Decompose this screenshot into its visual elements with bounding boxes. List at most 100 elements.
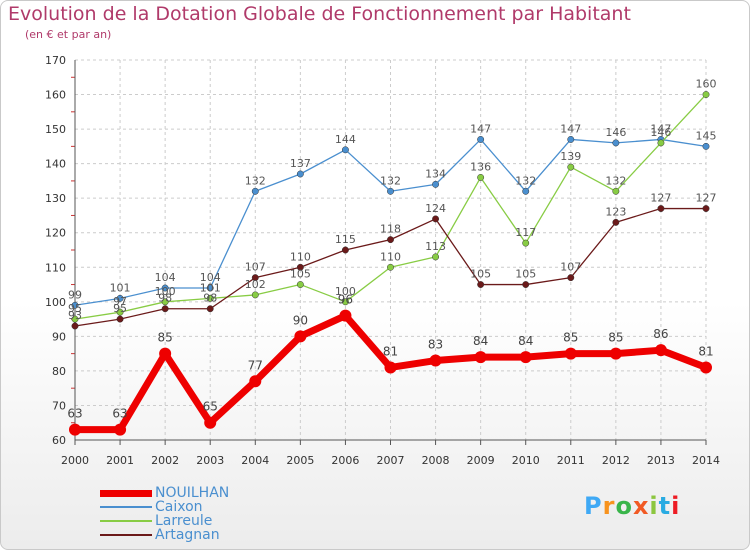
data-point <box>700 361 712 374</box>
x-tick-label: 2010 <box>512 454 540 467</box>
data-label: 113 <box>425 240 446 253</box>
legend-label: NOUILHAN <box>155 485 230 501</box>
data-label: 132 <box>245 174 266 187</box>
data-point <box>251 274 259 282</box>
data-point <box>609 347 622 360</box>
data-point <box>522 239 530 247</box>
legend-swatch <box>100 534 152 536</box>
data-point <box>161 298 169 306</box>
data-point <box>341 246 349 254</box>
data-label: 90 <box>293 313 308 327</box>
data-point <box>432 180 440 188</box>
legend-label: Artagnan <box>155 527 220 543</box>
y-tick-label: 90 <box>52 330 66 343</box>
data-point <box>341 146 349 154</box>
data-point <box>522 187 530 195</box>
data-point <box>161 284 169 292</box>
y-tick-label: 170 <box>45 54 66 67</box>
logo-letter: r <box>602 492 616 520</box>
data-point <box>114 423 127 436</box>
data-label: 110 <box>290 250 311 263</box>
data-point <box>159 347 172 360</box>
data-point <box>249 375 262 388</box>
data-point <box>474 351 487 364</box>
data-label: 146 <box>650 126 671 139</box>
data-point <box>612 139 620 147</box>
y-tick-label: 140 <box>45 158 66 171</box>
data-point <box>387 263 394 271</box>
data-label: 115 <box>335 233 356 246</box>
data-point <box>384 361 397 374</box>
data-label: 77 <box>248 358 263 372</box>
data-point <box>702 91 710 98</box>
legend-label: Larreule <box>155 513 213 529</box>
data-point <box>71 315 79 323</box>
data-label: 98 <box>158 292 172 305</box>
data-point <box>654 344 667 357</box>
data-label: 104 <box>200 271 221 284</box>
data-point <box>296 281 304 288</box>
chart-title: Evolution de la Dotation Globale de Fonc… <box>8 3 631 25</box>
logo-letter: i <box>649 492 659 520</box>
data-point <box>519 351 532 364</box>
data-label: 117 <box>515 226 536 239</box>
data-label: 97 <box>113 295 127 308</box>
y-tick-label: 70 <box>52 399 66 412</box>
x-tick-label: 2002 <box>151 454 179 467</box>
data-label: 83 <box>428 338 443 352</box>
x-tick-label: 2014 <box>692 454 720 467</box>
data-point <box>702 205 710 212</box>
proxiti-logo: Proxiti <box>584 492 680 520</box>
data-label: 136 <box>470 160 491 173</box>
data-label: 85 <box>608 331 623 345</box>
x-tick-label: 2004 <box>241 454 269 467</box>
x-tick-label: 2008 <box>422 454 450 467</box>
data-label: 104 <box>155 271 176 284</box>
data-point <box>477 281 485 288</box>
legend-label: Caixon <box>155 499 203 515</box>
data-label: 95 <box>68 302 82 315</box>
data-point <box>206 294 214 302</box>
data-label: 110 <box>380 250 401 263</box>
data-point <box>339 309 352 322</box>
x-tick-label: 2007 <box>377 454 405 467</box>
data-label: 127 <box>650 192 671 205</box>
data-label: 132 <box>515 174 536 187</box>
data-label: 107 <box>245 261 266 274</box>
data-point <box>657 205 665 212</box>
x-tick-label: 2011 <box>557 454 585 467</box>
y-tick-label: 120 <box>45 227 66 240</box>
data-label: 84 <box>473 334 488 348</box>
logo-letter: P <box>584 492 603 520</box>
legend-swatch <box>100 489 152 497</box>
data-label: 98 <box>203 292 217 305</box>
data-point <box>567 163 575 171</box>
data-point <box>612 187 620 195</box>
data-label: 100 <box>335 285 356 298</box>
data-label: 95 <box>113 302 127 315</box>
data-point <box>567 136 575 143</box>
data-label: 147 <box>470 122 491 135</box>
series-lines <box>69 91 712 436</box>
data-label: 132 <box>605 174 626 187</box>
data-label: 145 <box>696 129 717 142</box>
x-tick-label: 2000 <box>61 454 89 467</box>
data-point <box>432 215 440 223</box>
x-tick-label: 2012 <box>602 454 630 467</box>
y-tick-label: 110 <box>45 261 66 274</box>
data-point <box>387 236 394 244</box>
data-point <box>612 218 620 226</box>
data-point <box>71 322 79 330</box>
chart-subtitle: (en € et par an) <box>25 28 112 41</box>
data-point <box>116 308 124 316</box>
data-label: 123 <box>605 205 626 218</box>
data-point <box>432 253 440 261</box>
data-label: 144 <box>335 133 356 146</box>
data-label: 105 <box>470 268 491 281</box>
x-tick-label: 2006 <box>331 454 359 467</box>
data-label: 101 <box>110 281 131 294</box>
data-point <box>206 284 214 292</box>
